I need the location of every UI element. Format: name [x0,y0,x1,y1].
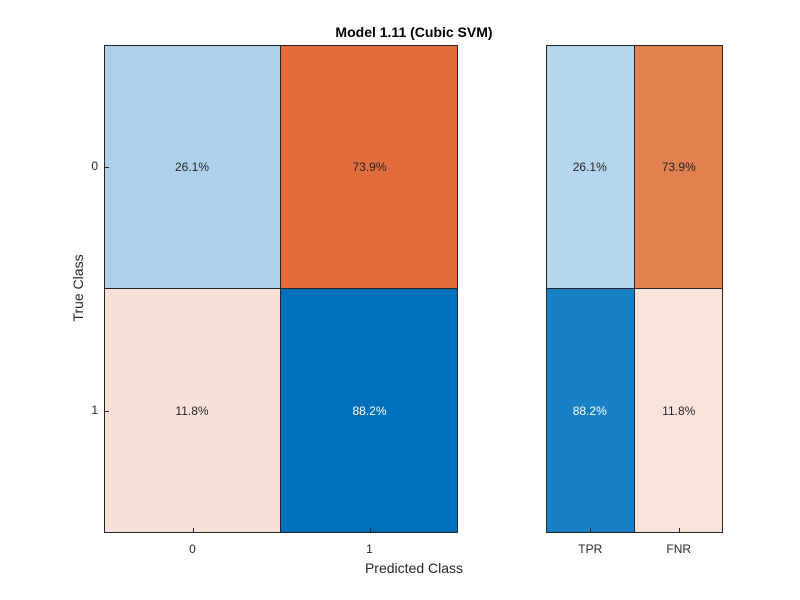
confusion-matrix-cell-r0-c1: 73.9% [281,45,458,289]
y-axis-label: True Class [70,254,86,322]
tpr-fnr-summary-cell-r0-c0: 26.1% [546,45,635,289]
confusion-matrix-x-tick-mark [369,528,371,533]
tpr-fnr-summary-x-tick-mark [678,528,680,533]
tpr-fnr-summary-cell-r1-c0: 88.2% [546,289,635,533]
tpr-fnr-summary-x-tick-label: FNR [666,542,692,556]
confusion-matrix-y-tick-label: 1 [91,403,98,417]
confusion-matrix-x-tick-label: 1 [366,542,373,556]
confusion-matrix-cell-r1-c1: 88.2% [281,289,458,533]
tpr-fnr-summary-cell-r1-c1: 11.8% [634,289,723,533]
x-axis-label: Predicted Class [364,560,464,576]
confusion-matrix-y-tick-mark [104,167,109,168]
confusion-matrix-y-tick-mark [104,411,109,412]
confusion-matrix-cell-r1-c0: 11.8% [104,289,281,533]
tpr-fnr-summary-cell-r0-c1: 73.9% [634,45,723,289]
tpr-fnr-summary-x-tick-mark [590,528,592,533]
tpr-fnr-summary-x-tick-label: TPR [578,542,603,556]
confusion-matrix-cell-r0-c0: 26.1% [104,45,281,289]
confusion-matrix-x-tick-mark [192,528,194,533]
chart-title: Model 1.11 (Cubic SVM) [335,24,493,40]
confusion-matrix-x-tick-label: 0 [189,542,196,556]
confusion-matrix-y-tick-label: 0 [91,159,98,173]
